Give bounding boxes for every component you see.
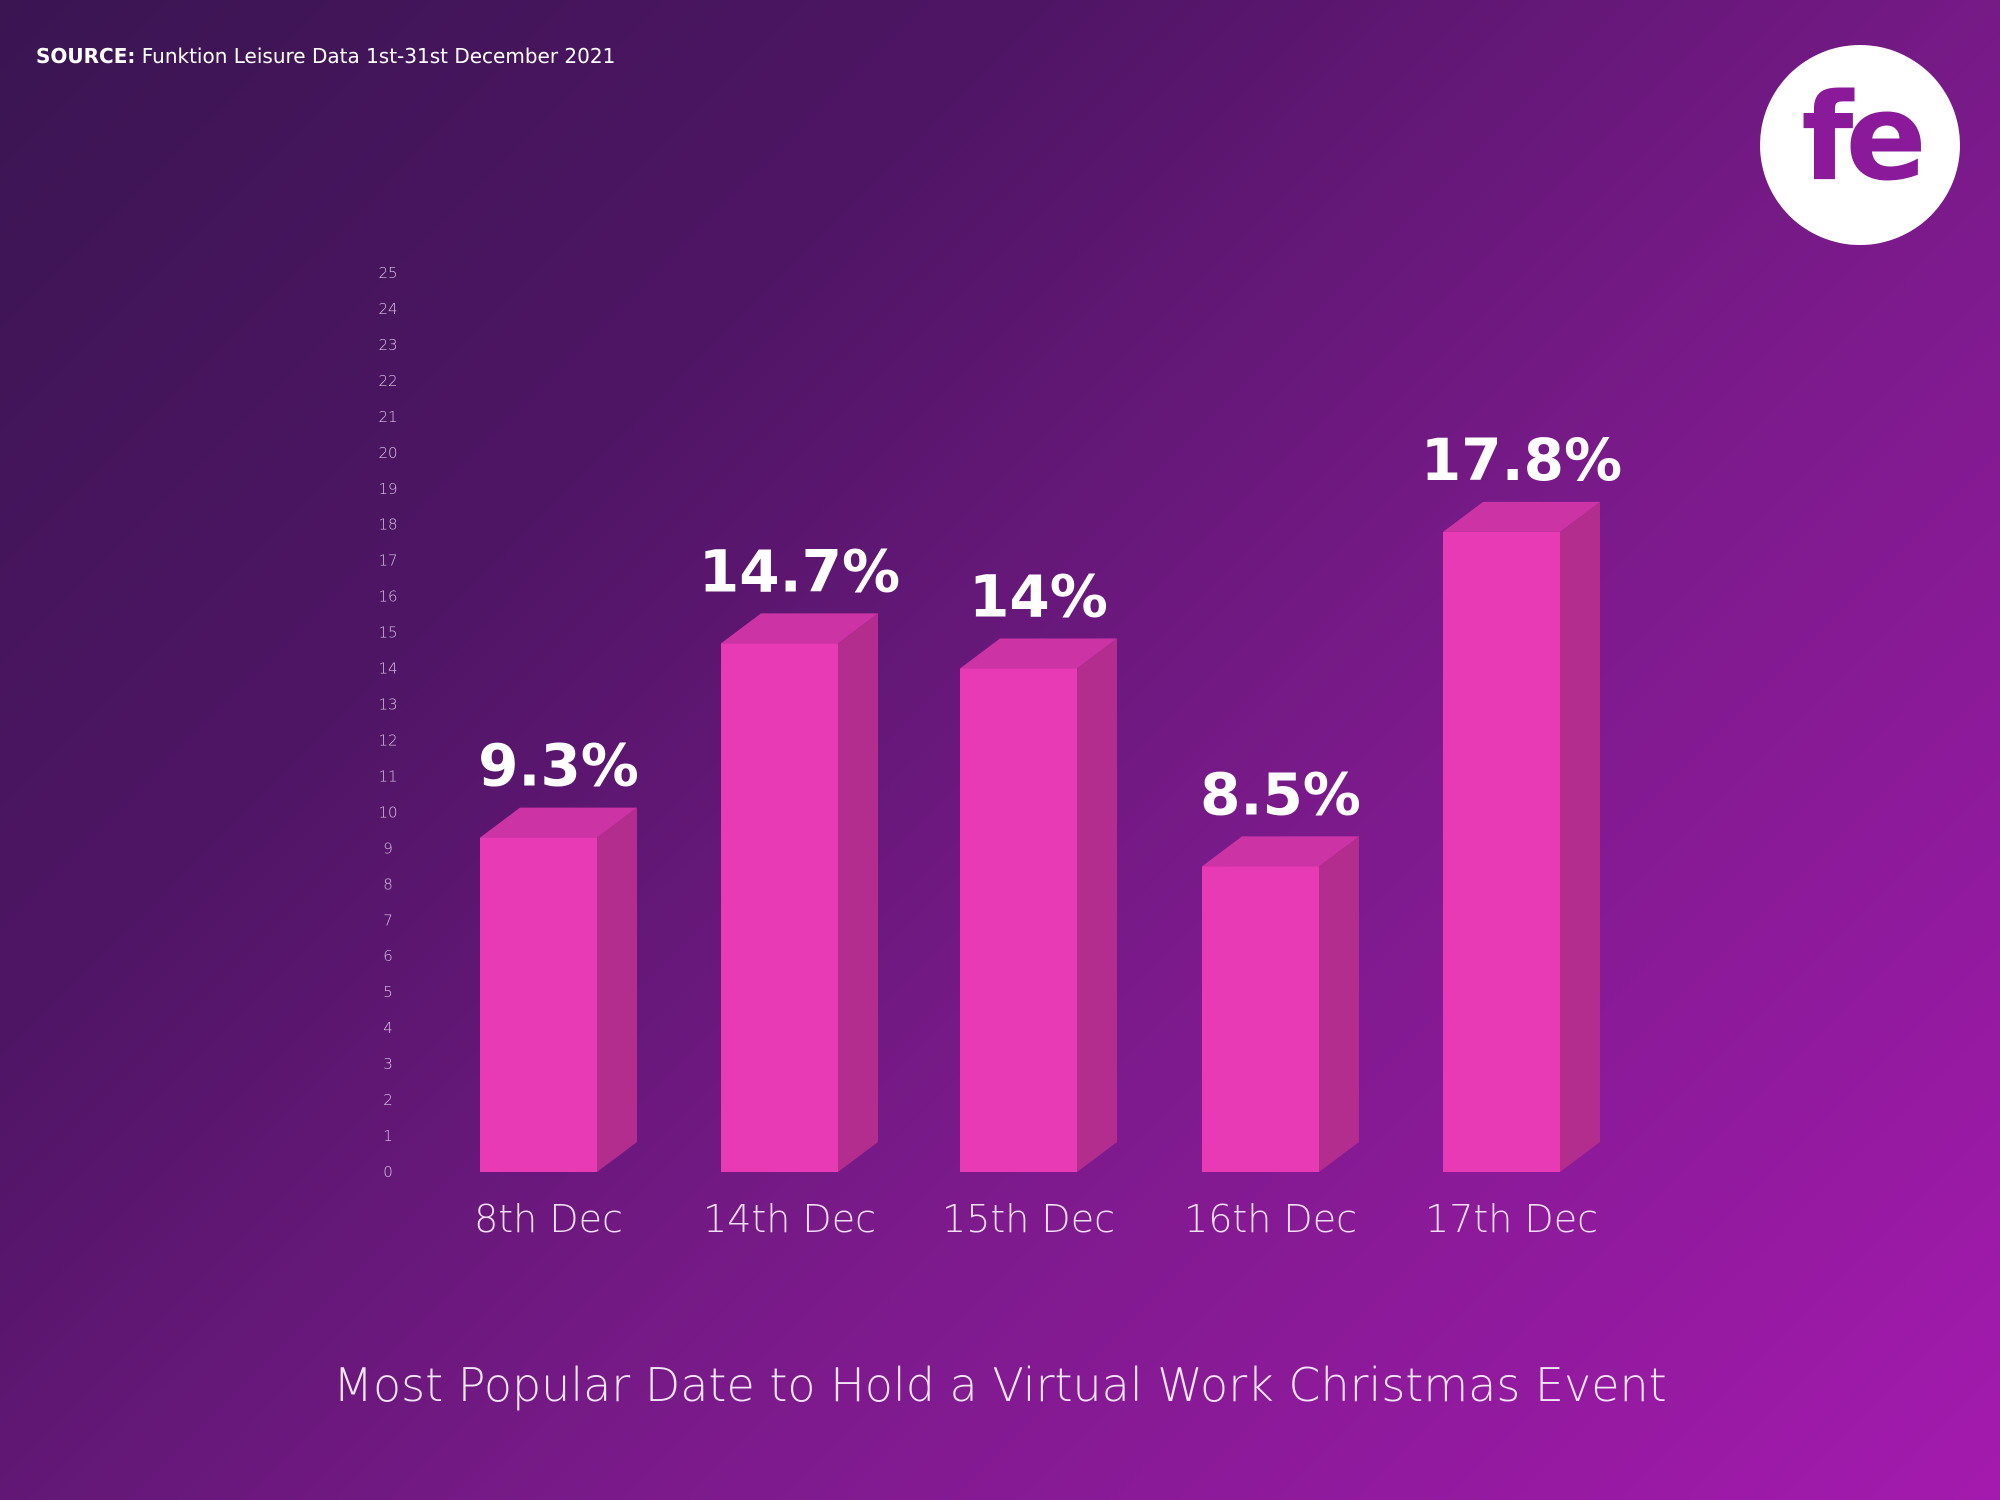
y-tick-label: 9 xyxy=(383,839,393,857)
bar xyxy=(1202,866,1319,1172)
x-tick-label: 8th Dec xyxy=(474,1197,623,1241)
bar xyxy=(480,837,597,1172)
bar-top xyxy=(1202,836,1359,867)
y-tick-label: 11 xyxy=(378,767,397,785)
y-tick-label: 4 xyxy=(383,1019,393,1037)
y-tick-label: 22 xyxy=(378,372,397,390)
y-tick-label: 12 xyxy=(378,731,397,749)
bar-side xyxy=(597,807,637,1172)
y-tick-label: 25 xyxy=(378,264,397,282)
data-label: 17.8% xyxy=(1421,426,1622,494)
y-tick-label: 2 xyxy=(383,1091,393,1109)
y-tick-label: 1 xyxy=(383,1127,393,1145)
source-label: SOURCE: xyxy=(36,44,136,68)
bar-side xyxy=(1319,836,1359,1172)
bar xyxy=(721,643,838,1172)
bar-side xyxy=(838,613,878,1172)
y-tick-label: 5 xyxy=(383,983,393,1001)
x-tick-label: 16th Dec xyxy=(1184,1197,1357,1241)
bar-top xyxy=(960,638,1117,669)
y-tick-label: 14 xyxy=(378,660,397,678)
fe-logo: fe xyxy=(1760,45,1960,245)
y-tick-label: 7 xyxy=(383,911,393,929)
y-tick-label: 10 xyxy=(378,803,397,821)
source-note: SOURCE: Funktion Leisure Data 1st-31st D… xyxy=(36,44,615,68)
data-label: 9.3% xyxy=(478,732,639,800)
y-tick-label: 21 xyxy=(378,408,397,426)
data-label: 14.7% xyxy=(699,537,900,605)
logo-text: fe xyxy=(1801,68,1927,208)
bar-top xyxy=(480,807,637,838)
x-tick-label: 14th Dec xyxy=(703,1197,876,1241)
x-tick-label: 15th Dec xyxy=(942,1197,1115,1241)
source-text: Funktion Leisure Data 1st-31st December … xyxy=(141,44,616,68)
bar-top xyxy=(1443,501,1600,532)
bar xyxy=(960,668,1077,1172)
bar xyxy=(1443,531,1560,1172)
bar-side xyxy=(1560,501,1600,1172)
data-label: 14% xyxy=(969,563,1108,631)
y-tick-label: 3 xyxy=(383,1055,393,1073)
data-label: 8.5% xyxy=(1200,760,1361,828)
y-tick-label: 17 xyxy=(378,552,397,570)
y-tick-label: 23 xyxy=(378,336,397,354)
y-tick-label: 8 xyxy=(383,875,393,893)
y-tick-label: 16 xyxy=(378,588,397,606)
x-tick-label: 17th Dec xyxy=(1425,1197,1598,1241)
y-tick-label: 19 xyxy=(378,480,397,498)
y-tick-label: 6 xyxy=(383,947,393,965)
y-tick-label: 13 xyxy=(378,696,397,714)
y-tick-label: 20 xyxy=(378,444,397,462)
bar-top xyxy=(721,613,878,644)
y-tick-label: 24 xyxy=(378,300,397,318)
y-tick-label: 0 xyxy=(383,1163,393,1181)
bar-side xyxy=(1077,638,1117,1172)
chart-title: Most Popular Date to Hold a Virtual Work… xyxy=(333,1358,1667,1412)
y-tick-label: 15 xyxy=(378,624,397,642)
y-tick-label: 18 xyxy=(378,516,397,534)
